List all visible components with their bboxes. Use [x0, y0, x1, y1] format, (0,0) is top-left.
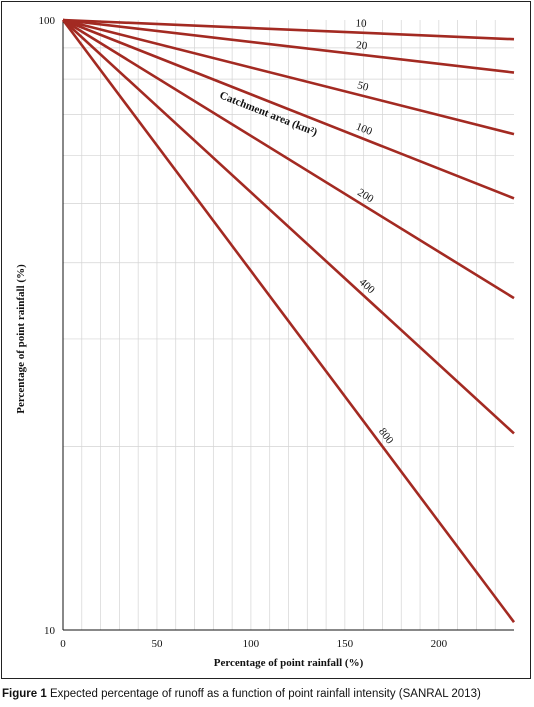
- axes: [62, 20, 514, 631]
- series-line-100: [62, 18, 515, 200]
- x-tick-label: 200: [431, 638, 448, 650]
- y-tick-label: 10: [44, 625, 56, 637]
- figure-caption-text: Expected percentage of runoff as a funct…: [49, 688, 481, 700]
- series-line-20: [62, 18, 515, 74]
- series-label-10: 10: [355, 17, 367, 29]
- figure-label: Figure 1: [2, 688, 47, 700]
- series-line-200: [62, 18, 515, 300]
- x-tick-label: 0: [60, 638, 66, 650]
- series-label-20: 20: [356, 39, 369, 52]
- series-label-50: 50: [356, 79, 370, 93]
- series-line-50: [62, 18, 515, 136]
- figure-caption: Figure 1 Expected percentage of runoff a…: [2, 688, 532, 700]
- tick-labels: 0 50 100 150 200 10 100: [39, 15, 448, 650]
- x-tick-label: 50: [151, 638, 163, 650]
- x-tick-label: 150: [337, 638, 354, 650]
- series-lines: [61, 18, 516, 623]
- x-tick-label: 100: [243, 638, 260, 650]
- y-axis-title: Percentage of point rainfall (%): [15, 264, 27, 414]
- series-line-800: [61, 19, 516, 623]
- series-label-100: 100: [354, 121, 374, 138]
- y-tick-label: 100: [39, 15, 56, 27]
- figure-frame: 0 50 100 150 200 10 100 10 20 50 100 200 400 800 Per…: [1, 1, 531, 679]
- x-axis-title: Percentage of point rainfall (%): [214, 657, 364, 669]
- series-line-400: [62, 19, 515, 435]
- series-line-10: [62, 18, 515, 41]
